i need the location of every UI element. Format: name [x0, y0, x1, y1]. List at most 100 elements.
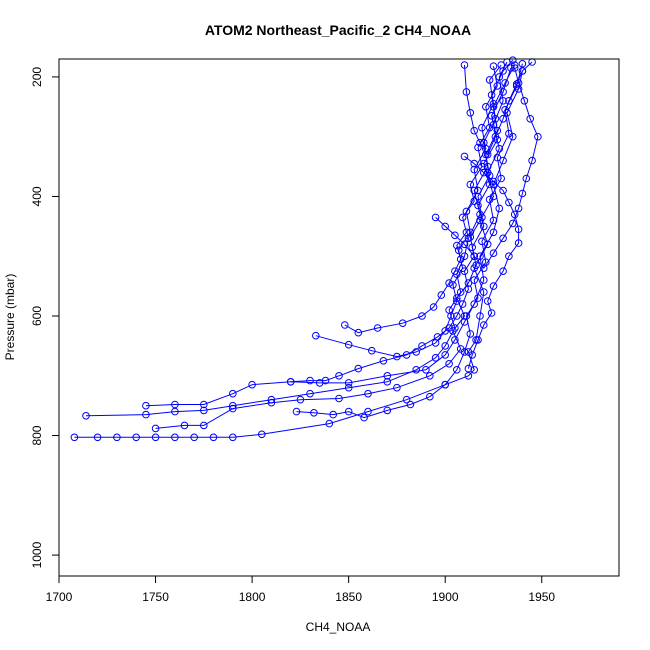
data-point	[93, 433, 102, 442]
data-point	[468, 351, 477, 359]
series-line	[464, 155, 520, 369]
data-point	[456, 255, 465, 264]
data-point	[344, 383, 353, 392]
data-point	[499, 88, 507, 96]
data-point	[470, 366, 479, 374]
data-point	[505, 198, 513, 207]
data-point	[142, 401, 150, 410]
data-point	[499, 234, 507, 243]
data-point	[489, 216, 498, 225]
chart-title: ATOM2 Northeast_Pacific_2 CH4_NOAA	[205, 22, 471, 38]
series-9	[431, 64, 542, 273]
data-point	[451, 267, 459, 276]
data-point	[229, 404, 237, 413]
data-point	[437, 291, 446, 299]
data-point	[258, 430, 266, 439]
data-point	[514, 204, 523, 213]
data-point	[398, 319, 407, 328]
series-line	[85, 59, 514, 417]
data-point	[412, 348, 421, 356]
data-point	[453, 312, 461, 320]
data-point	[460, 348, 469, 356]
series-line	[74, 61, 508, 438]
data-point	[518, 189, 527, 198]
data-point	[462, 228, 471, 237]
data-point	[497, 174, 506, 183]
data-point	[132, 433, 140, 442]
data-point	[466, 330, 475, 338]
data-point	[470, 197, 479, 205]
data-point	[368, 346, 376, 355]
y-axis-label: Pressure (mbar)	[3, 274, 17, 361]
data-point	[456, 288, 465, 296]
data-point	[470, 300, 479, 308]
data-point	[426, 372, 434, 380]
data-point	[200, 406, 208, 415]
data-point	[445, 279, 453, 287]
data-point	[493, 82, 502, 90]
data-point	[113, 433, 121, 442]
data-point	[412, 366, 421, 374]
series-3	[142, 58, 536, 410]
data-point	[310, 409, 318, 417]
data-point	[470, 165, 479, 174]
data-point	[505, 97, 513, 105]
data-point	[458, 300, 467, 308]
data-point	[489, 100, 498, 108]
data-point	[321, 376, 330, 385]
data-point	[509, 219, 517, 228]
data-point	[393, 383, 401, 392]
data-point	[493, 153, 502, 162]
data-point	[379, 357, 388, 365]
data-point	[495, 204, 504, 213]
data-point	[480, 222, 488, 231]
y-tick-label: 200	[30, 67, 44, 87]
data-point	[460, 312, 469, 320]
series-11	[460, 61, 527, 159]
data-point	[200, 400, 208, 409]
data-point	[453, 297, 461, 305]
data-point	[373, 324, 382, 332]
series-line	[315, 64, 502, 358]
data-point	[478, 123, 486, 132]
data-point	[151, 424, 160, 433]
data-point	[451, 231, 459, 240]
data-point	[478, 237, 486, 246]
data-point	[485, 123, 494, 132]
series-6	[286, 61, 519, 386]
y-tick-label: 800	[30, 425, 44, 445]
data-point	[485, 76, 494, 84]
data-point	[445, 360, 453, 368]
data-point	[462, 88, 471, 96]
y-tick-label: 400	[30, 186, 44, 206]
data-point	[487, 309, 496, 317]
data-point	[460, 152, 469, 161]
data-point	[464, 372, 473, 380]
data-point	[344, 340, 353, 349]
data-point	[464, 279, 473, 287]
data-point	[518, 67, 527, 75]
data-point	[441, 342, 450, 350]
data-point	[229, 433, 237, 442]
y-axis: 200 400 600 800 1000	[30, 67, 60, 568]
data-point	[470, 276, 479, 284]
data-point	[499, 267, 507, 276]
data-point	[229, 389, 237, 398]
data-point	[82, 412, 90, 420]
data-point	[441, 222, 450, 231]
data-point	[151, 433, 160, 442]
data-point	[489, 62, 498, 70]
data-point	[190, 433, 198, 442]
data-point	[453, 366, 461, 374]
data-point	[470, 159, 479, 168]
data-point	[474, 294, 482, 302]
data-point	[476, 312, 484, 320]
data-point	[482, 103, 490, 111]
data-point	[335, 372, 343, 380]
data-point	[509, 56, 517, 65]
data-point	[466, 109, 475, 117]
data-point	[354, 364, 363, 373]
data-point	[466, 228, 475, 237]
data-point	[505, 129, 513, 138]
data-point	[510, 210, 519, 219]
